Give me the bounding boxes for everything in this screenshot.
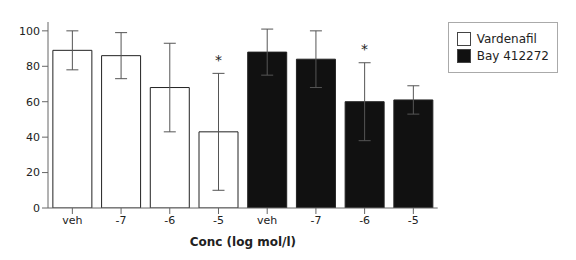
svg-text:-5: -5 [408,214,419,227]
svg-text:*: * [215,52,222,68]
svg-text:-6: -6 [359,214,370,227]
svg-text:-5: -5 [213,214,224,227]
svg-text:40: 40 [26,131,40,144]
svg-text:100: 100 [19,25,40,38]
html-text:Bay 412272: Bay 412272 [476,49,549,63]
svg-text:80: 80 [26,60,40,73]
svg-text:20: 20 [26,166,40,179]
svg-text:-7: -7 [310,214,321,227]
svg-text:veh: veh [62,214,82,227]
svg-text:-6: -6 [164,214,175,227]
svg-text:60: 60 [26,96,40,109]
svg-text:veh: veh [257,214,277,227]
html-text:Vardenafil: Vardenafil [476,32,537,46]
svg-text:Conc (log mol/l): Conc (log mol/l) [190,235,296,249]
svg-text:0: 0 [33,202,40,215]
svg-text:*: * [361,41,368,57]
svg-text:-7: -7 [116,214,127,227]
